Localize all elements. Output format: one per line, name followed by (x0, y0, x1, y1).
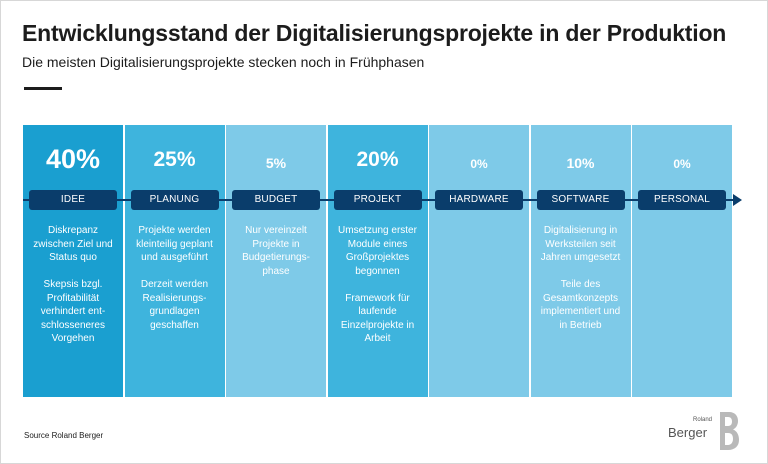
roland-berger-logo: Roland Berger (668, 411, 742, 451)
description-paragraph: Framework für laufende Einzelprojekte in… (340, 292, 415, 345)
stage-description: Diskrepanz zwischen Ziel und Status quo S… (29, 224, 117, 359)
description-paragraph: Digitalisierung in Werksteilen seit Jahr… (540, 225, 621, 263)
chart-subtitle: Die meisten Digitalisierungsprojekte ste… (22, 54, 425, 70)
chart-title: Entwicklungsstand der Digitalisierungspr… (22, 20, 727, 46)
stage-column-hardware: 0% (429, 125, 529, 397)
stage-column-budget: 5% Nur vereinzelt Projekte in Budgetierun… (226, 125, 326, 397)
stage-label-hardware: HARDWARE (435, 190, 523, 210)
stage-label-idee: IDEE (29, 190, 117, 210)
stage-columns: 40% Diskrepanz zwischen Ziel und Status q… (23, 125, 732, 397)
stage-column-software: 10% Digitalisierung in Werksteilen seit J… (530, 125, 631, 397)
logo-main-word: Berger (668, 425, 708, 440)
stage-percent: 20% (356, 148, 399, 171)
description-paragraph: Skepsis bzgl. Profitabilität verhindert … (40, 279, 106, 344)
stage-label-planung: PLANUNG (130, 190, 219, 210)
stage-percent: 40% (45, 144, 101, 174)
description-paragraph: Teile des Gesamtkonzepts implementiert u… (540, 279, 621, 331)
description-paragraph: Nur vereinzelt Projekte in Budgetierungs… (242, 225, 310, 277)
stage-column-personal: 0% (632, 125, 732, 397)
description-paragraph: Projekte werden kleinteilig geplant und … (136, 225, 213, 263)
stage-description: Digitalisierung in Werksteilen seit Jahr… (537, 224, 625, 346)
stage-description: Projekte werden kleinteilig geplant und … (131, 224, 219, 346)
stage-description: Nur vereinzelt Projekte in Budgetierungs… (232, 224, 320, 292)
description-paragraph: Umsetzung erster Module eines Großprojek… (338, 225, 417, 277)
stage-column-idee: 40% Diskrepanz zwischen Ziel und Status q… (23, 125, 123, 397)
stage-label-software: SOFTWARE (536, 190, 625, 210)
stage-percent: 10% (566, 155, 595, 171)
description-paragraph: Diskrepanz zwischen Ziel und Status quo (33, 225, 113, 263)
stage-percent: 0% (673, 157, 691, 171)
title-rule (24, 87, 62, 90)
logo-b-mark-icon (720, 412, 739, 450)
stage-label-budget: BUDGET (232, 190, 320, 210)
description-paragraph: Derzeit werden Realisierungs-grundlagen … (140, 279, 209, 331)
stage-percent: 25% (153, 148, 196, 171)
logo-top-word: Roland (692, 417, 712, 423)
stage-label-personal: PERSONAL (638, 190, 726, 210)
source-note: Source Roland Berger (24, 431, 104, 440)
stage-label-projekt: PROJEKT (333, 190, 422, 210)
arrow-head-icon (733, 194, 742, 206)
stage-percent: 5% (265, 155, 287, 171)
stage-column-projekt: 20% Umsetzung erster Module eines Großpro… (327, 125, 428, 397)
stage-column-planung: 25% Projekte werden kleinteilig geplant u… (124, 125, 225, 397)
stage-percent: 0% (470, 157, 488, 171)
stage-description: Umsetzung erster Module eines Großprojek… (334, 224, 422, 359)
